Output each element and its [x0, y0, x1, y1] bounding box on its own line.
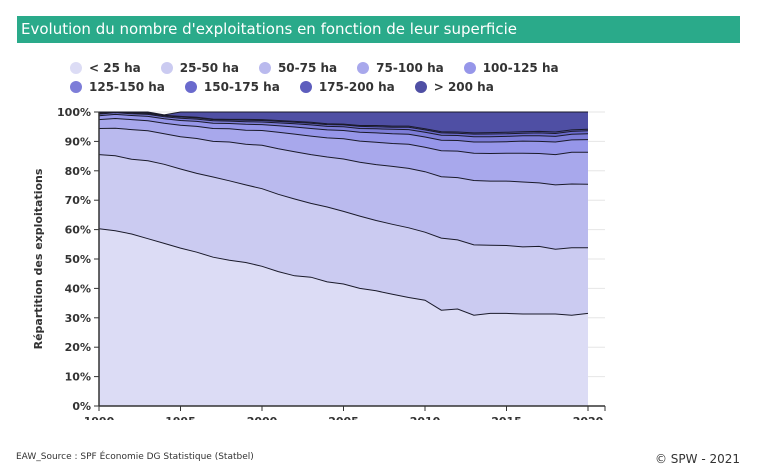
- area-series: [99, 112, 588, 137]
- y-tick-label: 20%: [65, 341, 91, 354]
- legend-label: 75-100 ha: [376, 60, 444, 75]
- y-axis-title: Répartition des exploitations: [32, 168, 45, 349]
- legend-label: 50-75 ha: [277, 60, 338, 75]
- y-tick-label: 10%: [65, 371, 91, 384]
- legend-item[interactable]: < 25 ha: [70, 61, 141, 75]
- legend-swatch: [160, 61, 173, 74]
- legend-swatch: [70, 80, 82, 93]
- area-series: [99, 154, 588, 316]
- copyright-note: © SPW - 2021: [654, 452, 740, 466]
- legend-item[interactable]: 150-175 ha: [184, 79, 280, 94]
- legend-item[interactable]: 75-100 ha: [357, 61, 444, 75]
- source-note: EAW_Source : SPF Économie DG Statistique…: [16, 452, 254, 462]
- legend: < 25 ha 25-50 ha 50-75 ha 75-100 ha 100-125 …: [70, 58, 590, 96]
- legend-swatch: [357, 61, 370, 74]
- legend-label: 175-200 ha: [318, 79, 395, 94]
- area-series: [99, 112, 588, 142]
- y-tick-label: 50%: [65, 253, 91, 266]
- chart-area: 0% 10% 20% 30% 40% 50% 60% 70% 80% 90% 100% 1990 199…: [32, 106, 606, 420]
- series-line: [98, 111, 589, 134]
- y-tick-label: 60%: [65, 224, 91, 237]
- series-line: [98, 228, 589, 316]
- area-series: [99, 112, 588, 133]
- y-tick-label: 30%: [65, 312, 91, 325]
- legend-item[interactable]: > 200 ha: [414, 79, 494, 94]
- series-line: [98, 117, 588, 156]
- legend-label: < 25 ha: [89, 60, 141, 75]
- y-tick-label: 90%: [65, 135, 91, 148]
- legend-swatch: [184, 80, 197, 93]
- legend-swatch: [70, 61, 82, 74]
- y-tick-label: 40%: [65, 282, 91, 295]
- x-tick-label: 2000: [247, 415, 278, 420]
- y-tick-label: 70%: [65, 194, 91, 207]
- x-tick-label: 1995: [165, 415, 196, 420]
- legend-item[interactable]: 50-75 ha: [258, 60, 338, 75]
- legend-swatch: [463, 61, 476, 74]
- y-tick-label: 100%: [57, 106, 91, 119]
- series-line: [98, 111, 589, 135]
- series-line: [99, 111, 588, 116]
- x-tick-label: 2005: [328, 415, 359, 420]
- series-line: [98, 154, 588, 250]
- area-series: [99, 128, 588, 250]
- area-series: [99, 114, 588, 155]
- legend-item[interactable]: 25-50 ha: [160, 60, 239, 75]
- x-tick-label: 1990: [84, 415, 115, 420]
- series-line: [98, 113, 589, 143]
- legend-item[interactable]: 175-200 ha: [299, 79, 395, 94]
- x-tick-label: 2020: [573, 415, 604, 420]
- area-series: [99, 118, 588, 185]
- legend-label: > 200 ha: [433, 79, 494, 94]
- legend-row-2: 125-150 ha 150-175 ha 175-200 ha > 200 ha: [70, 77, 590, 96]
- chart-title: Evolution du nombre d'exploitations en f…: [17, 16, 740, 43]
- legend-label: 150-175 ha: [203, 79, 280, 94]
- legend-label: 25-50 ha: [179, 60, 239, 75]
- legend-swatch: [258, 61, 271, 74]
- series-line: [98, 127, 589, 186]
- legend-label: 100-125 ha: [482, 60, 559, 75]
- x-tick-label: 2015: [491, 415, 522, 420]
- y-tick-label: 80%: [65, 165, 91, 178]
- legend-item[interactable]: 125-150 ha: [70, 80, 165, 94]
- area-series: [99, 228, 588, 406]
- legend-label: 125-150 ha: [89, 79, 165, 94]
- legend-item[interactable]: 100-125 ha: [463, 60, 559, 75]
- x-tick-label: 2010: [410, 415, 441, 420]
- series-line: [98, 112, 589, 138]
- legend-swatch: [414, 80, 427, 93]
- legend-row-1: < 25 ha 25-50 ha 50-75 ha 75-100 ha 100-125 …: [70, 58, 590, 77]
- y-tick-label: 0%: [72, 400, 91, 413]
- legend-swatch: [299, 80, 312, 93]
